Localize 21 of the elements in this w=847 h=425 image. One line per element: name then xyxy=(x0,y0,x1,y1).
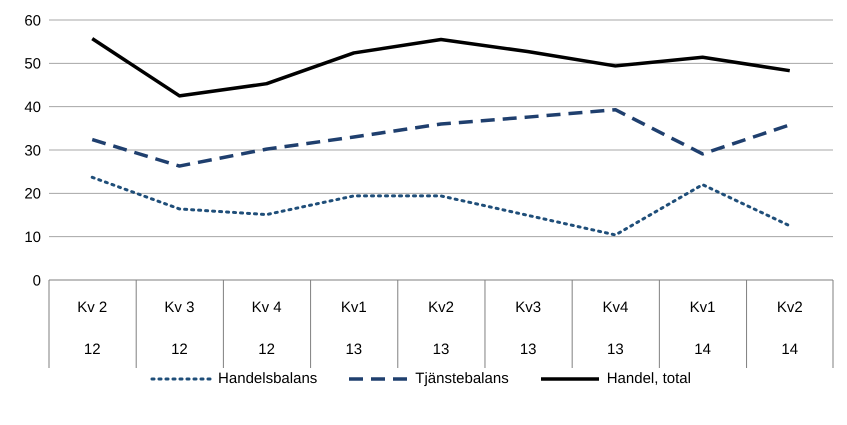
category-label: Kv2 14 xyxy=(776,299,803,358)
category-label: Kv 2 12 xyxy=(77,299,108,358)
legend-label: Handelsbalans xyxy=(218,370,318,387)
y-tick-label: 60 xyxy=(24,12,41,30)
y-tick-label: 0 xyxy=(32,272,41,290)
category-label: Kv2 13 xyxy=(428,299,454,358)
y-tick-label: 20 xyxy=(24,186,41,203)
line-series xyxy=(90,176,792,236)
y-tick-label: 30 xyxy=(24,142,41,160)
category-label: Kv 4 12 xyxy=(252,299,282,358)
category-label: Kv 3 12 xyxy=(164,299,194,358)
legend-label: Tjänstebalans xyxy=(415,370,509,387)
category-label: Kv1 13 xyxy=(340,299,367,358)
category-label: Kv1 14 xyxy=(690,299,716,358)
y-tick-label: 10 xyxy=(24,228,41,246)
legend-label: Handel, total xyxy=(606,370,691,387)
category-label: Kv3 13 xyxy=(515,299,542,358)
line-series xyxy=(90,36,792,98)
y-tick-label: 50 xyxy=(24,56,41,73)
category-label: Kv4 13 xyxy=(602,299,628,358)
y-tick-label: 40 xyxy=(24,98,41,116)
